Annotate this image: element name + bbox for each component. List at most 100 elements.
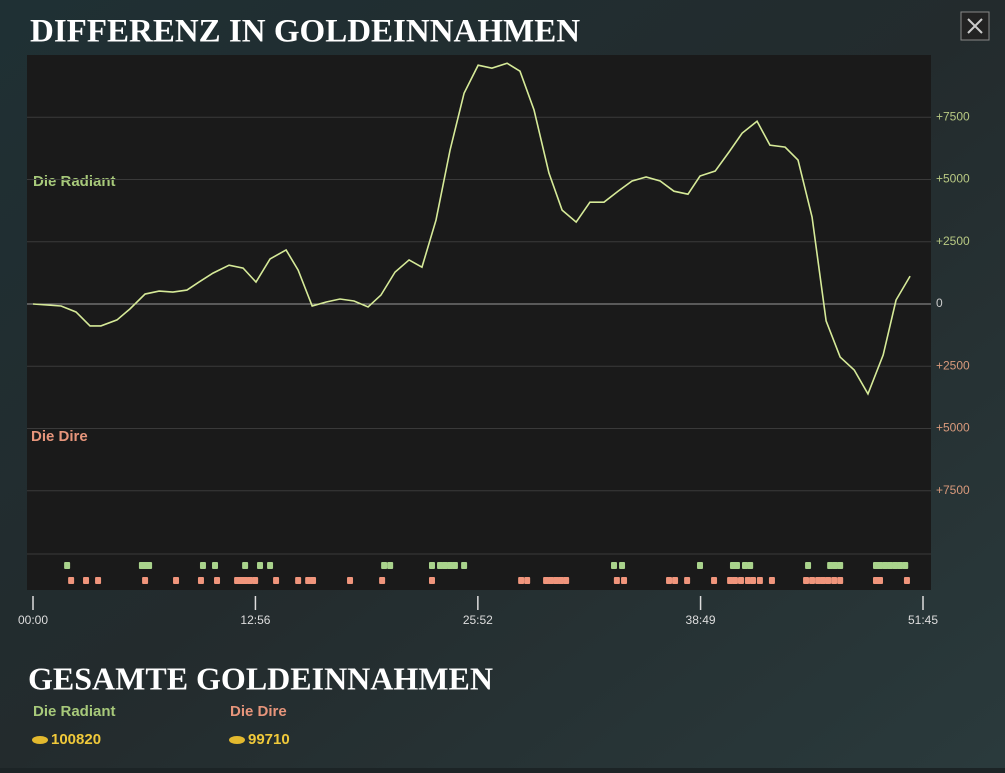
- gold-icon: [229, 736, 245, 744]
- radiant-event: [827, 562, 834, 569]
- x-tick-label: 12:56: [240, 613, 270, 627]
- dire-event: [837, 577, 844, 584]
- radiant-name: Die Radiant: [33, 703, 116, 720]
- radiant-label: Die Radiant: [33, 173, 116, 190]
- dire-event: [727, 577, 734, 584]
- dire-event: [737, 577, 744, 584]
- dire-label: Die Dire: [31, 428, 88, 445]
- radiant-event: [257, 562, 264, 569]
- radiant-event: [447, 562, 454, 569]
- y-tick-label: +5000: [936, 421, 970, 435]
- dire-event: [711, 577, 718, 584]
- radiant-event: [242, 562, 249, 569]
- totals-title: GESAMTE GOLDEINNAHMEN: [28, 660, 493, 696]
- gold-line: [32, 62, 911, 396]
- radiant-event: [832, 562, 839, 569]
- radiant-event: [897, 562, 904, 569]
- dire-event: [815, 577, 822, 584]
- dire-event: [809, 577, 816, 584]
- radiant-event: [451, 562, 458, 569]
- dire-event: [524, 577, 531, 584]
- dire-event: [242, 577, 249, 584]
- radiant-event: [437, 562, 444, 569]
- dire-event: [518, 577, 525, 584]
- dire-event: [347, 577, 354, 584]
- dire-event: [305, 577, 312, 584]
- dire-event: [547, 577, 554, 584]
- y-tick-label: +2500: [936, 234, 970, 248]
- dire-event: [819, 577, 826, 584]
- dire-event: [666, 577, 673, 584]
- dire-event: [750, 577, 757, 584]
- y-tick-label: +7500: [936, 109, 970, 123]
- dire-event: [214, 577, 221, 584]
- radiant-event: [902, 562, 909, 569]
- dire-gold: 99710: [248, 731, 290, 748]
- dire-event: [310, 577, 317, 584]
- dire-event: [553, 577, 560, 584]
- dire-event: [613, 577, 620, 584]
- radiant-event: [887, 562, 894, 569]
- radiant-event: [742, 562, 748, 569]
- radiant-event: [892, 562, 899, 569]
- dire-event: [731, 577, 738, 584]
- radiant-event: [461, 562, 468, 569]
- dire-event: [557, 577, 564, 584]
- x-tick-label: 51:45: [908, 613, 938, 627]
- x-tick-label: 38:49: [686, 613, 716, 627]
- dire-event: [903, 577, 910, 584]
- dire-event: [756, 577, 763, 584]
- x-tick-label: 25:52: [463, 613, 493, 627]
- dire-event: [563, 577, 570, 584]
- radiant-event: [805, 562, 812, 569]
- gold-icon: [32, 736, 48, 744]
- dire-event: [68, 577, 75, 584]
- y-tick-label: +5000: [936, 172, 970, 186]
- radiant-event: [387, 562, 394, 569]
- plot-area: [27, 55, 931, 590]
- radiant-event: [696, 562, 703, 569]
- y-tick-label: +2500: [936, 358, 970, 372]
- radiant-event: [837, 562, 844, 569]
- dire-event: [246, 577, 253, 584]
- dire-event: [831, 577, 838, 584]
- dire-event: [877, 577, 884, 584]
- radiant-event: [381, 562, 388, 569]
- dire-event: [252, 577, 259, 584]
- radiant-gold: 100820: [51, 731, 101, 748]
- dire-name: Die Dire: [230, 703, 287, 720]
- dire-event: [768, 577, 775, 584]
- close-icon: [967, 18, 983, 34]
- radiant-event: [441, 562, 448, 569]
- dire-event: [197, 577, 204, 584]
- dire-event: [543, 577, 550, 584]
- radiant-event: [267, 562, 274, 569]
- radiant-event: [611, 562, 618, 569]
- title: DIFFERENZ IN GOLDEINNAHMEN: [30, 14, 580, 50]
- dire-event: [684, 577, 691, 584]
- dire-event: [744, 577, 751, 584]
- dire-event: [379, 577, 386, 584]
- dire-event: [825, 577, 832, 584]
- dire-event: [621, 577, 628, 584]
- radiant-event: [882, 562, 889, 569]
- radiant-event: [733, 562, 740, 569]
- dire-event: [273, 577, 280, 584]
- radiant-event: [877, 562, 884, 569]
- y-tick-label: 0: [936, 296, 943, 310]
- dire-event: [672, 577, 679, 584]
- radiant-event: [747, 562, 754, 569]
- dire-event: [295, 577, 302, 584]
- dire-event: [428, 577, 435, 584]
- y-tick-label: +7500: [936, 483, 970, 497]
- radiant-event: [619, 562, 626, 569]
- radiant-event: [199, 562, 206, 569]
- x-tick-label: 00:00: [18, 613, 48, 627]
- dire-event: [83, 577, 90, 584]
- dire-event: [95, 577, 102, 584]
- radiant-event: [146, 562, 153, 569]
- radiant-event: [428, 562, 435, 569]
- dire-event: [142, 577, 149, 584]
- dire-event: [803, 577, 810, 584]
